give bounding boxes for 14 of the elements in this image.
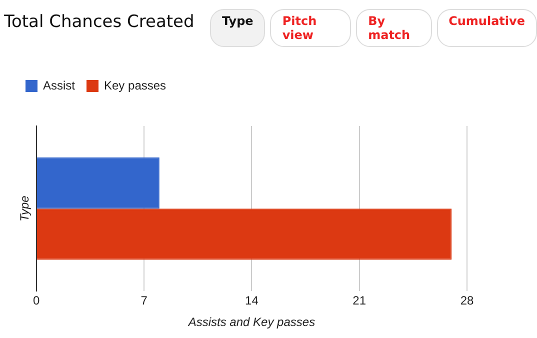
text: Cumulative <box>436 9 537 47</box>
legend-label: Assist <box>43 78 76 92</box>
x-tick-label: 21 <box>352 294 366 308</box>
x-tick-label: 28 <box>460 294 474 308</box>
text: By match <box>356 9 432 47</box>
x-tick-label: 14 <box>245 294 259 308</box>
y-axis-title: Type <box>18 195 32 222</box>
text: Type <box>210 9 266 47</box>
legend-label: Key passes <box>104 78 166 92</box>
text: Pitch view <box>270 9 352 47</box>
chart-title: Total Chances Created <box>4 12 194 32</box>
x-tick-label: 0 <box>33 294 40 308</box>
x-axis-title: Assists and Key passes <box>187 315 316 330</box>
x-tick-label: 7 <box>140 294 148 308</box>
